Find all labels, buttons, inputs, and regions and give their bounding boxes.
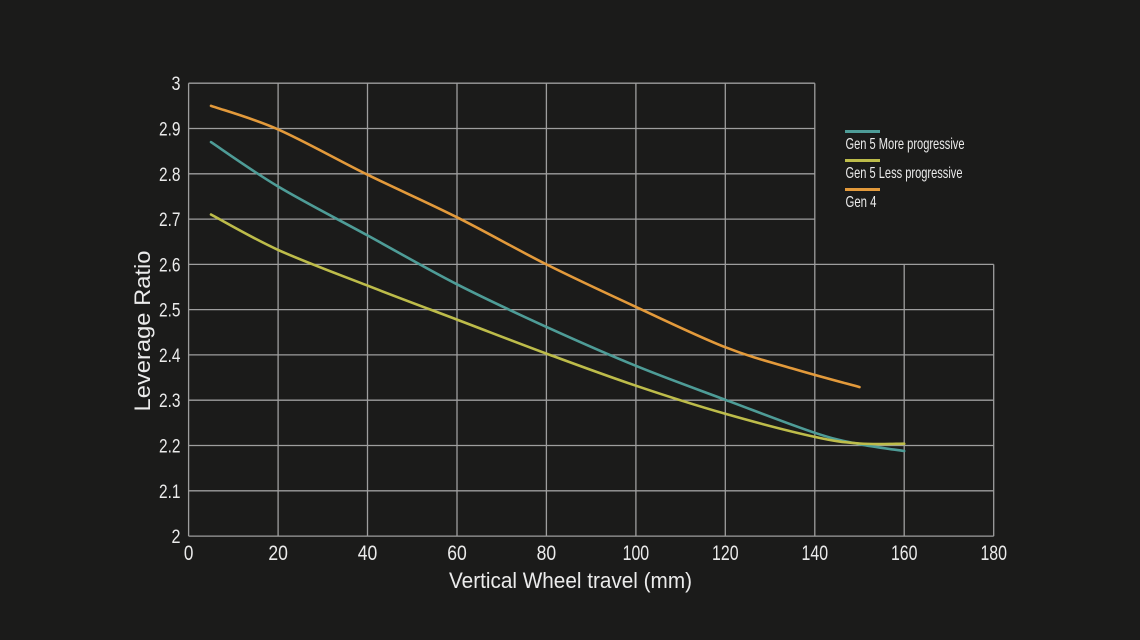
- svg-text:120: 120: [712, 542, 739, 565]
- svg-text:40: 40: [358, 542, 378, 565]
- svg-text:2.2: 2.2: [159, 437, 181, 458]
- svg-text:Vertical Wheel travel (mm): Vertical Wheel travel (mm): [449, 568, 692, 593]
- svg-text:80: 80: [537, 542, 557, 565]
- svg-text:0: 0: [184, 542, 194, 565]
- svg-text:100: 100: [623, 542, 650, 565]
- svg-text:2.1: 2.1: [159, 482, 181, 503]
- svg-text:2.6: 2.6: [159, 255, 181, 276]
- svg-text:Leverage Ratio: Leverage Ratio: [130, 251, 155, 412]
- svg-text:Gen 5 Less progressive: Gen 5 Less progressive: [846, 165, 963, 182]
- svg-text:2.8: 2.8: [159, 165, 181, 186]
- svg-text:180: 180: [980, 542, 1007, 565]
- svg-text:2.4: 2.4: [159, 346, 181, 367]
- svg-text:160: 160: [891, 542, 918, 565]
- svg-text:2: 2: [172, 527, 181, 548]
- svg-text:2.7: 2.7: [159, 210, 181, 231]
- svg-text:Gen 4: Gen 4: [846, 194, 877, 211]
- svg-text:60: 60: [447, 542, 467, 565]
- svg-text:Gen 5 More progressive: Gen 5 More progressive: [846, 136, 965, 153]
- svg-text:2.5: 2.5: [159, 301, 181, 322]
- svg-text:3: 3: [172, 74, 181, 95]
- svg-text:20: 20: [268, 542, 288, 565]
- svg-text:2.9: 2.9: [159, 120, 181, 141]
- svg-text:2.3: 2.3: [159, 391, 181, 412]
- svg-text:140: 140: [802, 542, 829, 565]
